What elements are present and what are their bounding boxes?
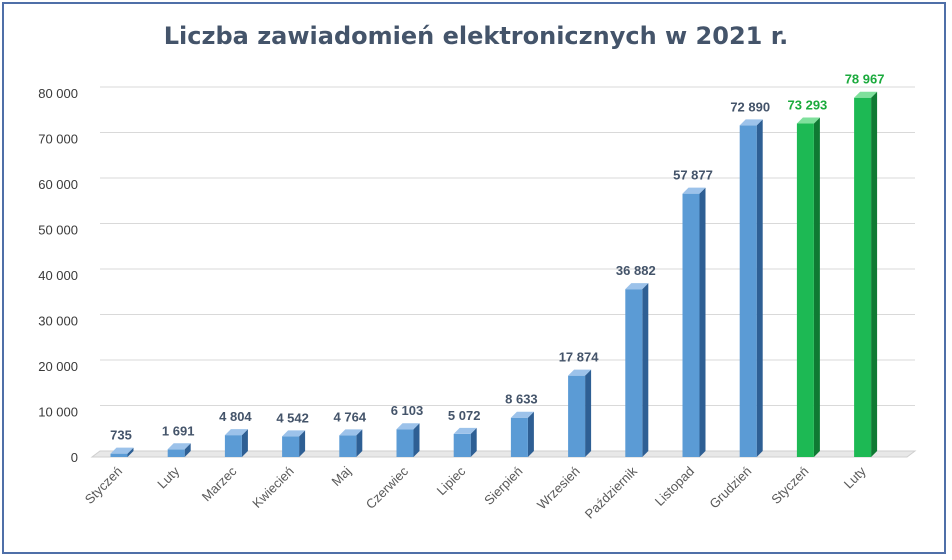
bar	[796, 117, 820, 458]
data-label: 17 874	[559, 350, 600, 365]
bar-side	[241, 429, 248, 457]
bar	[167, 443, 191, 457]
y-tick-label: 70 000	[38, 132, 78, 147]
x-tick-label: Maj	[328, 463, 353, 488]
data-label: 78 967	[845, 72, 885, 87]
data-label: 5 072	[448, 408, 481, 423]
data-label: 4 542	[276, 410, 309, 425]
x-tick-label: Kwiecień	[249, 464, 296, 511]
bar-front	[339, 435, 357, 457]
data-label: 6 103	[391, 403, 424, 418]
y-tick-label: 10 000	[38, 405, 78, 420]
bar-top	[510, 411, 534, 418]
bar-side	[813, 117, 820, 458]
y-tick-label: 20 000	[38, 359, 78, 374]
bar-side	[413, 423, 420, 457]
chart-frame: Liczba zawiadomień elektronicznych w 202…	[2, 2, 946, 554]
data-label: 72 890	[730, 99, 770, 114]
bar-side	[184, 443, 191, 457]
bar-side	[756, 119, 763, 458]
x-tick-label: Sierpień	[481, 464, 525, 508]
x-tick-label: Styczeń	[768, 464, 811, 507]
data-label: 36 882	[616, 263, 656, 278]
bar-top	[682, 187, 706, 194]
bar-top	[396, 423, 420, 430]
bar	[110, 447, 134, 457]
x-tick-label: Czerwiec	[363, 463, 412, 512]
x-tick-label: Wrzesień	[534, 464, 583, 513]
bar-side	[127, 447, 134, 457]
bar	[739, 119, 763, 458]
y-tick-label: 0	[71, 450, 78, 465]
data-label: 8 633	[505, 392, 538, 407]
data-label: 4 804	[219, 409, 252, 424]
bar-side	[699, 187, 706, 457]
bar-top	[625, 283, 649, 290]
data-label: 1 691	[162, 423, 195, 438]
bar	[339, 429, 363, 457]
bar-top	[739, 119, 763, 126]
bar-front	[224, 435, 242, 457]
bar-top	[224, 429, 248, 436]
bar-front	[396, 429, 414, 457]
bar-side	[527, 411, 534, 457]
bar	[282, 430, 306, 457]
bar	[682, 187, 706, 457]
bar-front	[568, 375, 586, 457]
bar-side	[585, 369, 592, 457]
chart-title: Liczba zawiadomień elektronicznych w 202…	[163, 22, 789, 50]
data-label: 73 293	[788, 98, 828, 113]
bar-top	[282, 430, 306, 437]
bar-side	[642, 283, 649, 457]
y-tick-label: 50 000	[38, 223, 78, 238]
y-tick-label: 30 000	[38, 314, 78, 329]
y-tick-label: 80 000	[38, 86, 78, 101]
bar	[568, 369, 592, 457]
chart-floor	[90, 450, 917, 458]
bar-front	[796, 123, 814, 458]
x-tick-label: Luty	[154, 463, 182, 491]
bar-front	[739, 125, 757, 458]
x-tick-label: Marzec	[199, 463, 240, 504]
bar-side	[299, 430, 306, 457]
x-tick-label: Listopad	[652, 464, 697, 509]
bar-front	[453, 433, 471, 457]
bar-front	[282, 436, 300, 457]
bar-top	[167, 443, 191, 450]
bar-top	[854, 91, 878, 98]
bar-top	[796, 117, 820, 124]
bar-top	[110, 447, 134, 454]
x-tick-label: Październik	[582, 463, 640, 521]
bar	[854, 91, 878, 458]
bar	[510, 411, 534, 457]
bar-front	[682, 193, 700, 457]
bar-side	[356, 429, 363, 457]
bar	[453, 427, 477, 457]
data-label: 4 764	[334, 409, 367, 424]
x-tick-label: Luty	[841, 463, 869, 491]
bar-top	[568, 369, 592, 376]
bar	[224, 429, 248, 457]
bar-front	[510, 417, 528, 457]
x-tick-label: Styczeń	[82, 464, 125, 507]
x-tick-label: Lipiec	[434, 463, 469, 498]
data-label: 57 877	[673, 168, 713, 183]
bar-top	[453, 427, 477, 434]
bar-front	[854, 97, 872, 458]
bar	[396, 423, 420, 457]
bar-top	[339, 429, 363, 436]
data-label: 735	[110, 428, 132, 443]
x-tick-label: Grudzień	[706, 464, 754, 512]
bar	[625, 283, 649, 457]
bar-side	[871, 91, 878, 458]
y-tick-label: 60 000	[38, 177, 78, 192]
bar-front	[110, 453, 128, 457]
bar-side	[470, 427, 477, 457]
y-tick-label: 40 000	[38, 268, 78, 283]
bar-front	[625, 289, 643, 457]
bar-front	[167, 449, 185, 457]
